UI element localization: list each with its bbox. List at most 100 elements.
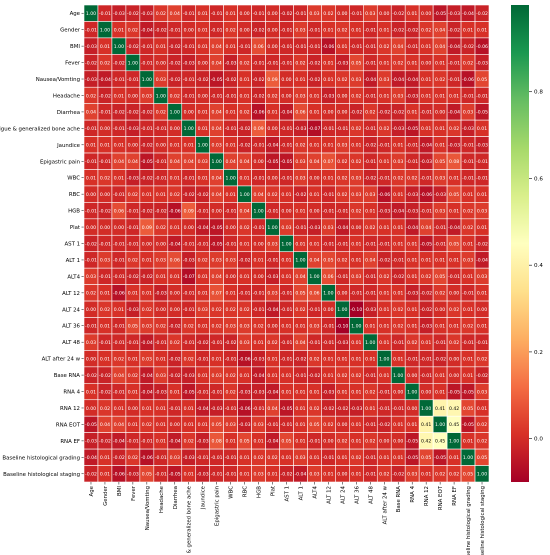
cell-value-label: -0.01 <box>406 159 418 165</box>
cell-value-label: 0.01 <box>421 77 431 83</box>
cell-value-label: -0.04 <box>141 27 153 33</box>
cell-value-label: 0.03 <box>379 77 389 83</box>
cell-value-label: -0.01 <box>253 307 265 313</box>
cell-value-label: -0.01 <box>295 225 307 231</box>
cell-value-label: -0.01 <box>420 373 432 379</box>
cell-value-label: 0.01 <box>463 274 473 280</box>
cell-value-label: -0.04 <box>392 208 404 214</box>
cell-value-label: 0.01 <box>379 455 389 461</box>
cell-value-label: 0.02 <box>226 389 236 395</box>
cell-value-label: -0.01 <box>322 126 334 132</box>
cell-value-label: 1.00 <box>156 93 166 99</box>
cell-value-label: -0.03 <box>406 291 418 297</box>
cell-value-label: -0.03 <box>476 143 488 149</box>
cell-value-label: -0.01 <box>267 422 279 428</box>
cell-value-label: 0.02 <box>351 373 361 379</box>
cell-value-label: 0.02 <box>463 60 473 66</box>
cell-value-label: 0.01 <box>463 192 473 198</box>
cell-value-label: -0.03 <box>476 60 488 66</box>
cell-value-label: 0.01 <box>281 324 291 330</box>
cell-value-label: 0.00 <box>421 60 431 66</box>
cell-value-label: -0.02 <box>476 241 488 247</box>
cell-value-label: -0.04 <box>141 389 153 395</box>
cell-value-label: -0.03 <box>350 406 362 412</box>
cell-value-label: 0.00 <box>281 93 291 99</box>
cell-value-label: 0.01 <box>351 356 361 362</box>
cell-value-label: 0.03 <box>407 472 417 478</box>
cell-value-label: -0.06 <box>239 356 251 362</box>
cell-value-label: 0.01 <box>379 340 389 346</box>
cell-value-label: -0.01 <box>85 324 97 330</box>
row-label: HGB <box>68 209 80 215</box>
cell-value-label: 0.02 <box>435 472 445 478</box>
cell-value-label: 0.02 <box>449 307 459 313</box>
cell-value-label: -0.01 <box>225 406 237 412</box>
cell-value-label: 0.09 <box>267 77 277 83</box>
cell-value-label: -0.01 <box>253 291 265 297</box>
cell-value-label: -0.01 <box>127 340 139 346</box>
heatmap-cells: 1.00 -0.01 -0.03 -0.02 -0.03 0.02 0.04 -0.01 0.0… <box>83 4 490 483</box>
cell-value-label: 0.04 <box>100 422 110 428</box>
cell-value-label: -0.01 <box>364 373 376 379</box>
cell-value-label: -0.03 <box>197 472 209 478</box>
cell-value-label: -0.02 <box>99 208 111 214</box>
cell-value-label: 0.00 <box>100 192 110 198</box>
cell-value-label: -0.01 <box>322 340 334 346</box>
cell-value-label: 0.01 <box>407 60 417 66</box>
cell-value-label: 0.01 <box>351 340 361 346</box>
cell-value-label: 0.01 <box>393 422 403 428</box>
cell-value-label: 0.03 <box>309 324 319 330</box>
row-label: ALT 48 <box>62 340 80 346</box>
cell-value-label: 0.00 <box>435 110 445 116</box>
cell-value-label: -0.01 <box>197 241 209 247</box>
cell-value-label: -0.01 <box>267 258 279 264</box>
cell-value-label: 0.03 <box>351 274 361 280</box>
cell-value-label: -0.01 <box>322 192 334 198</box>
cell-value-label: 0.00 <box>281 208 291 214</box>
cell-value-label: -0.01 <box>99 340 111 346</box>
cell-value-label: -0.05 <box>281 406 293 412</box>
cell-value-label: -0.01 <box>183 241 195 247</box>
cell-value-label: -0.04 <box>169 241 181 247</box>
cell-value-label: -0.04 <box>197 225 209 231</box>
cell-value-label: 1.00 <box>128 60 138 66</box>
cell-value-label: 0.01 <box>309 389 319 395</box>
cell-value-label: 0.01 <box>309 143 319 149</box>
cell-value-label: -0.01 <box>99 110 111 116</box>
cell-value-label: 0.02 <box>351 455 361 461</box>
cell-value-label: -0.02 <box>476 11 488 17</box>
cell-value-label: 0.02 <box>365 389 375 395</box>
cell-value-label: 0.02 <box>156 110 166 116</box>
column-label: ALT 36 <box>354 485 360 503</box>
cell-value-label: -0.05 <box>434 455 446 461</box>
cell-value-label: 0.01 <box>128 422 138 428</box>
cell-value-label: -0.02 <box>225 340 237 346</box>
cell-value-label: -0.01 <box>183 291 195 297</box>
cell-value-label: 0.02 <box>239 60 249 66</box>
cell-value-label: -0.02 <box>127 110 139 116</box>
cell-value-label: -0.01 <box>406 44 418 50</box>
row-label: Age <box>70 11 81 17</box>
cell-value-label: -0.05 <box>406 126 418 132</box>
cell-value-label: -0.07 <box>308 126 320 132</box>
cell-value-label: 0.01 <box>463 241 473 247</box>
cell-value-label: -0.07 <box>183 274 195 280</box>
cell-value-label: 1.00 <box>198 143 208 149</box>
cell-value-label: 0.00 <box>239 27 249 33</box>
cell-value-label: -0.02 <box>308 373 320 379</box>
cell-value-label: -0.01 <box>155 159 167 165</box>
cell-value-label: 0.00 <box>379 11 389 17</box>
cell-value-label: 0.01 <box>198 422 208 428</box>
column-label: Headache <box>159 485 165 513</box>
cell-value-label: -0.01 <box>197 356 209 362</box>
column-label: Diarrhea <box>173 486 179 509</box>
cell-value-label: -0.01 <box>211 389 223 395</box>
cell-value-label: 0.03 <box>365 11 375 17</box>
cell-value-label: 1.00 <box>393 373 403 379</box>
cell-value-label: -0.01 <box>364 60 376 66</box>
cell-value-label: -0.01 <box>183 11 195 17</box>
cell-value-label: 0.02 <box>421 274 431 280</box>
cell-value-label: -0.03 <box>378 208 390 214</box>
cell-value-label: 1.00 <box>449 439 459 445</box>
